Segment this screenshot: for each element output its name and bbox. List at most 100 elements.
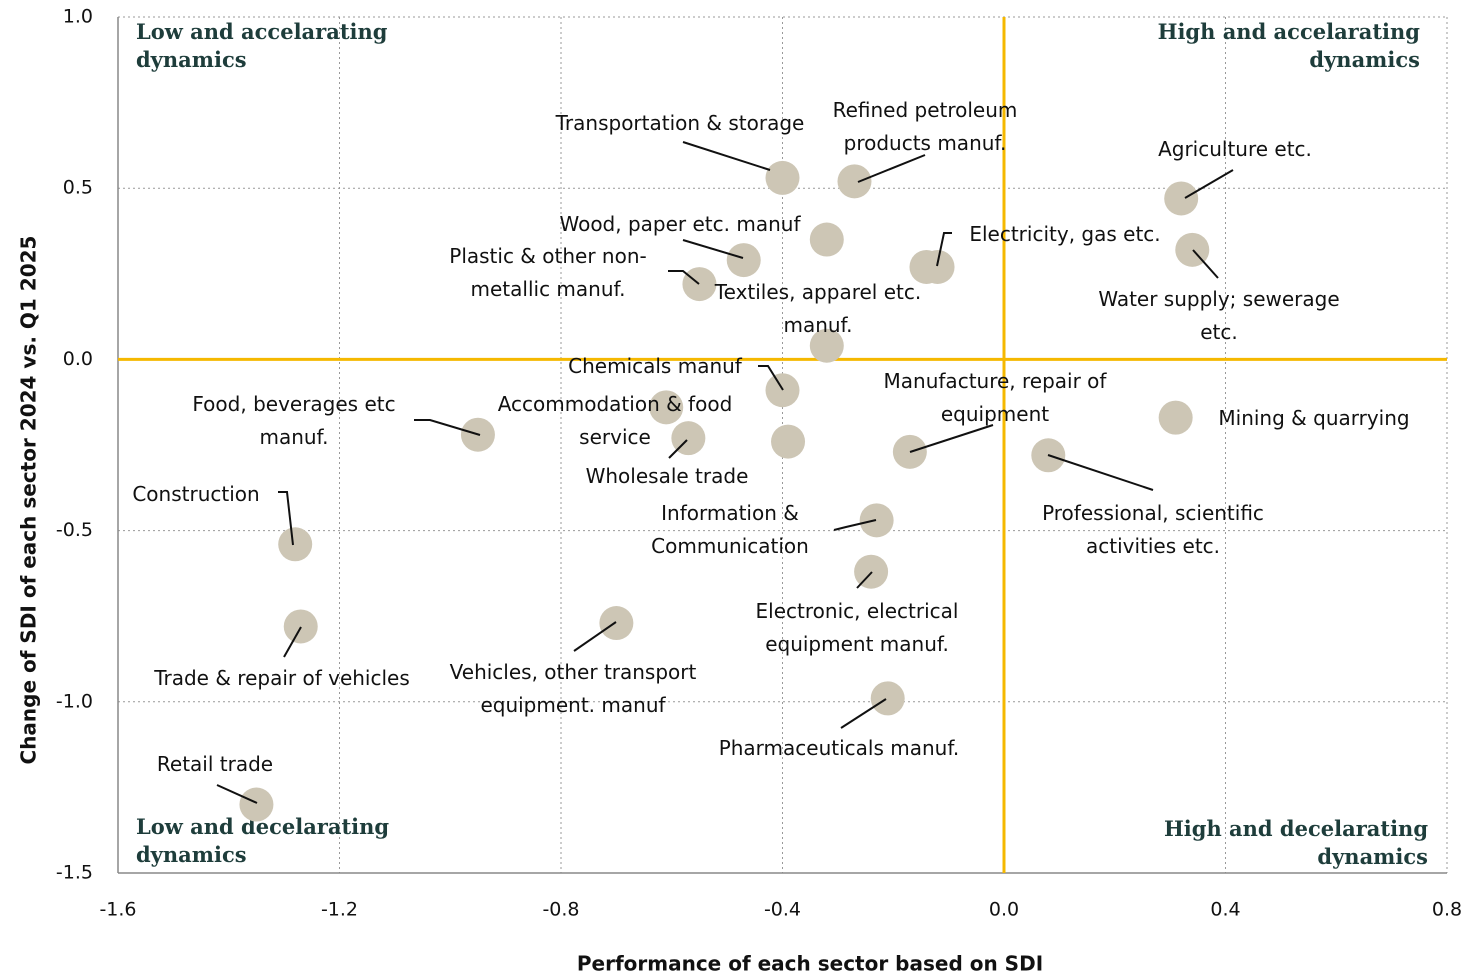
point-label-line: metallic manuf. (471, 277, 626, 301)
quadrant-label-line: dynamics (1317, 844, 1428, 869)
point-label: Retail trade (157, 752, 273, 776)
leader-line (682, 239, 744, 259)
y-axis-title: Change of SDI of each sector 2024 vs. Q1… (17, 236, 41, 765)
leader-line (682, 141, 771, 171)
point-label: Wholesale trade (586, 464, 749, 488)
quadrant-label-line: dynamics (136, 47, 247, 72)
leader-line (668, 270, 700, 285)
point (1164, 181, 1199, 216)
point-label: Food, beverages etc manuf. (192, 392, 395, 449)
point (1158, 400, 1193, 435)
point-label-line: Trade & repair of vehicles (153, 666, 410, 690)
point (859, 503, 894, 538)
point-label: Agriculture etc. (1158, 137, 1312, 161)
point (599, 606, 634, 641)
point-label-line: Construction (132, 482, 259, 506)
leader-line (840, 698, 887, 729)
point-label: Professional, scientific activities etc. (1042, 501, 1264, 558)
point-label-line: Professional, scientific (1042, 501, 1264, 525)
point-label-line: Information & (661, 501, 799, 525)
y-tick-label: -1.0 (56, 690, 93, 712)
point-label-line: Mining & quarrying (1218, 406, 1409, 430)
point (771, 424, 806, 459)
y-tick-label: -0.5 (56, 519, 93, 541)
point-label-line: Electronic, electrical (756, 599, 959, 623)
leader-line (278, 491, 294, 546)
point-label: Vehicles, other transport equipment. manu… (450, 660, 697, 717)
point-label: Mining & quarrying (1218, 406, 1409, 430)
point (682, 267, 717, 302)
point (239, 787, 274, 822)
point (726, 243, 761, 278)
x-tick-label: 0.8 (1432, 899, 1462, 921)
quadrant-label-line: dynamics (136, 842, 247, 867)
point-label-line: Agriculture etc. (1158, 137, 1312, 161)
point-label-line: Food, beverages etc (192, 392, 395, 416)
point-label-line: equipment manuf. (765, 632, 949, 656)
leader-line (936, 232, 952, 267)
point-label-line: Accommodation & food (498, 392, 733, 416)
leader-line (857, 154, 926, 183)
leader-line (1184, 169, 1234, 199)
y-tick-label: -1.5 (56, 862, 93, 884)
y-tick-label: 0.0 (63, 348, 93, 370)
quadrant-label-line: High and accelarating (1158, 19, 1421, 44)
point-label-line: Wood, paper etc. manuf (559, 212, 801, 236)
point-label: Chemicals manuf (568, 354, 743, 378)
y-tick-label: 0.5 (63, 177, 93, 199)
point-label: Transportation & storage (555, 111, 805, 135)
point (809, 328, 844, 363)
leader-line (1047, 454, 1154, 491)
x-tick-label: -0.4 (764, 899, 801, 921)
point-label-line: Refined petroleum (833, 98, 1018, 122)
y-tick-label: 1.0 (63, 6, 93, 28)
leader-line (216, 784, 258, 804)
quadrant-label: High and accelarating dynamics (1158, 19, 1421, 72)
point (909, 249, 944, 284)
point-label: Pharmaceuticals manuf. (719, 736, 960, 760)
leader-line (573, 621, 617, 652)
point-label: Water supply; sewerage etc. (1098, 287, 1339, 344)
point-label-line: Electricity, gas etc. (969, 222, 1160, 246)
point-label: Trade & repair of vehicles (153, 666, 410, 690)
point-label: Wood, paper etc. manuf (559, 212, 801, 236)
point-label-line: Chemicals manuf (568, 354, 743, 378)
point-label-line: service (579, 425, 651, 449)
point-label-line: manuf. (783, 313, 852, 337)
leader-line (833, 519, 877, 531)
leader-line (1192, 249, 1219, 279)
x-tick-label: 0.4 (1210, 899, 1240, 921)
leader-line (856, 571, 873, 589)
quadrant-label-line: High and decelarating (1164, 816, 1428, 841)
point-label-line: Pharmaceuticals manuf. (719, 736, 960, 760)
point-label-line: Plastic & other non- (449, 244, 646, 268)
point-label: Plastic & other non-metallic manuf. (449, 244, 646, 301)
point-label-line: activities etc. (1086, 534, 1220, 558)
leader-line (668, 439, 688, 459)
x-axis-title: Performance of each sector based on SDI (577, 952, 1043, 976)
x-tick-label: -1.6 (99, 899, 136, 921)
point-label: Textiles, apparel etc. manuf. (714, 280, 921, 337)
point-label-line: products manuf. (844, 131, 1007, 155)
point (649, 390, 684, 425)
point (892, 434, 927, 469)
leader-line (909, 424, 994, 453)
quadrant-label-line: Low and accelarating (136, 19, 388, 44)
x-tick-label: 0.0 (989, 899, 1019, 921)
point (283, 609, 318, 644)
x-tick-label: -0.8 (542, 899, 579, 921)
point-label-line: Communication (651, 534, 809, 558)
point (837, 164, 872, 199)
point-label-line: Textiles, apparel etc. (714, 280, 921, 304)
point (870, 681, 905, 716)
point-label-line: Water supply; sewerage (1098, 287, 1339, 311)
quadrant-label-line: dynamics (1309, 47, 1420, 72)
x-tick-label: -1.2 (321, 899, 358, 921)
quadrant-label: Low and accelarating dynamics (136, 19, 388, 72)
quadrant-label: High and decelarating dynamics (1164, 816, 1428, 869)
point (809, 222, 844, 257)
point-label: Refined petroleum products manuf. (833, 98, 1018, 155)
leader-line (414, 419, 481, 436)
point-label-line: Vehicles, other transport (450, 660, 697, 684)
point-label-line: equipment (941, 402, 1049, 426)
